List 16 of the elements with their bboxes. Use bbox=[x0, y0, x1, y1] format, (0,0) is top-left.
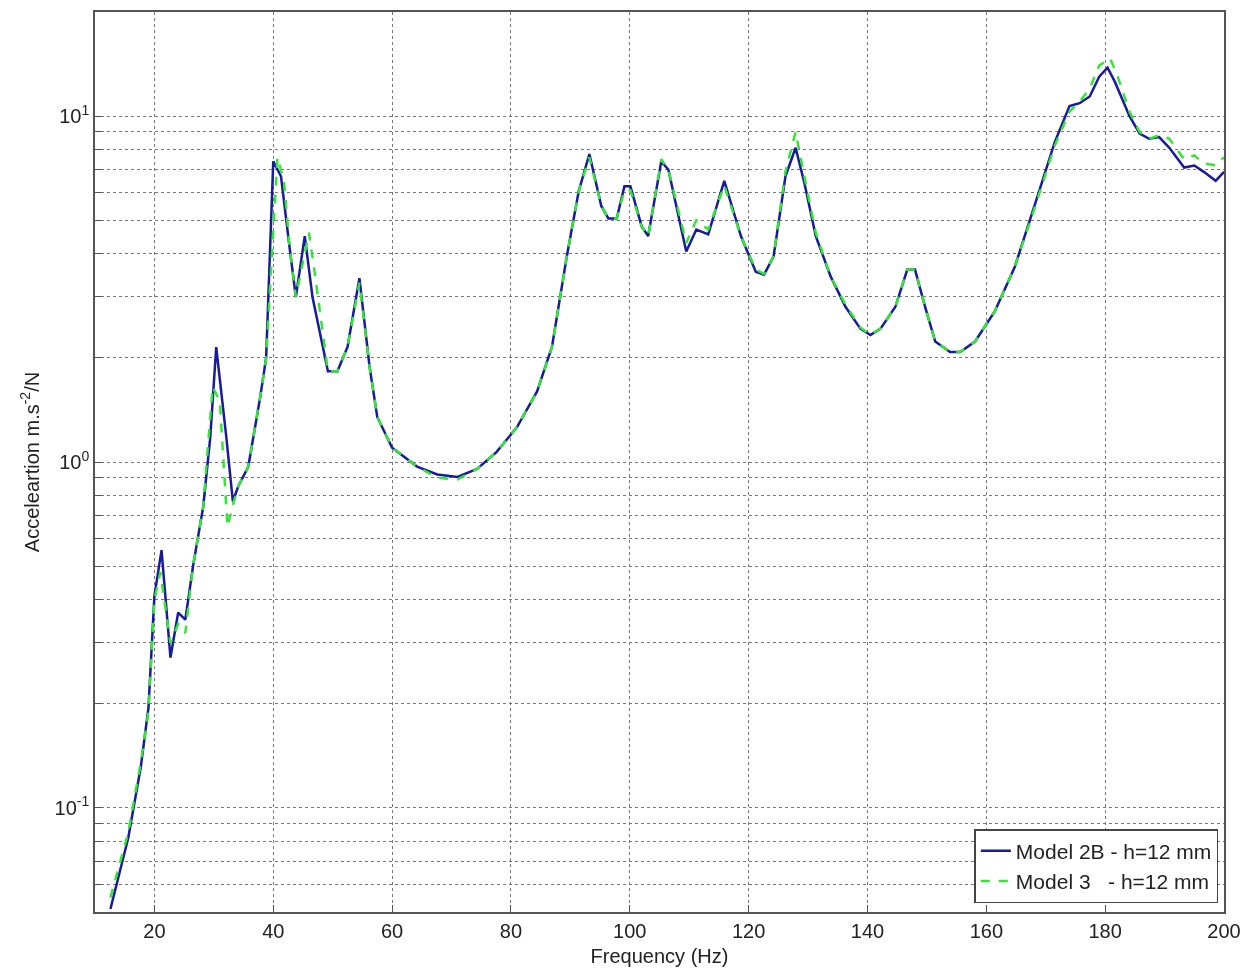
x-tick-label: 40 bbox=[262, 919, 285, 942]
legend-label: Model 2B - h=12 mm bbox=[1015, 839, 1212, 863]
x-tick-label: 20 bbox=[143, 919, 166, 942]
x-tick-label: 60 bbox=[380, 919, 404, 942]
legend-label: Model 3 - h=12 mm bbox=[1015, 870, 1210, 894]
x-tick-label: 200 bbox=[1207, 919, 1241, 942]
x-tick-label: 80 bbox=[499, 919, 523, 942]
x-tick-label: 160 bbox=[969, 919, 1004, 942]
y-tick-label: 10$^{0}$ bbox=[59, 447, 90, 473]
x-tick-label: 100 bbox=[613, 919, 647, 942]
y-tick-label: 10$^{1}$ bbox=[59, 101, 90, 128]
x-tick-label: 120 bbox=[731, 919, 766, 942]
y-tick-label: 10$^{-1}$ bbox=[54, 793, 90, 819]
x-tick-label: 180 bbox=[1088, 919, 1122, 942]
x-tick-label: 140 bbox=[850, 919, 885, 942]
x-axis-title: Frequency (Hz) bbox=[590, 944, 729, 967]
